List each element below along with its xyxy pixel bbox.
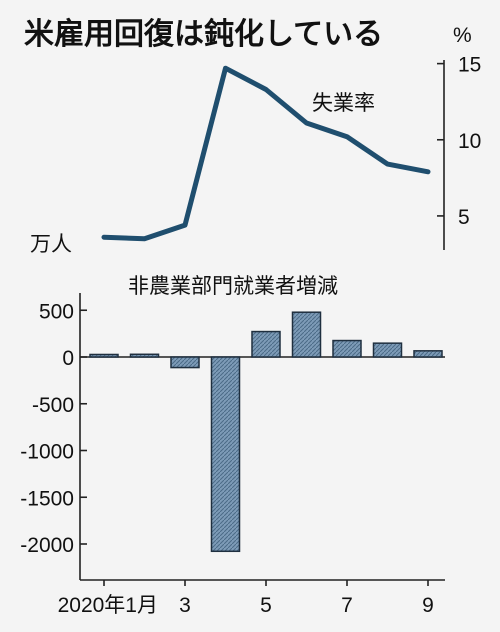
bar-month-7	[332, 339, 362, 358]
bar-month-1	[89, 353, 119, 358]
rate-series-label: 失業率	[312, 91, 375, 115]
bar-x-tick-label: 9	[422, 594, 434, 617]
rate-tick-label: 15	[458, 54, 481, 77]
unemployment-rate-chart: % 失業率 5 10 15	[101, 24, 481, 250]
bar-y-tick-label: -500	[32, 394, 74, 417]
bar-y-tick-label: 500	[39, 300, 74, 323]
bar-x-tick-label: 5	[260, 594, 272, 617]
bar-month-9	[413, 350, 443, 358]
bar-month-5	[251, 330, 281, 358]
bar-y-tick-label: -2000	[20, 534, 74, 557]
chart-title: 米雇用回復は鈍化している	[24, 17, 383, 52]
bar-month-3	[170, 356, 200, 369]
bar-y-tick-label: -1500	[20, 487, 74, 510]
nonfarm-payrolls-chart: 非農業部門就業者増減 500 0 -500 -1000 -1500 -2000 2020年…	[20, 274, 445, 617]
rate-unit-label: %	[453, 24, 472, 47]
bar-x-tick-label: 7	[341, 594, 353, 617]
rate-series-line	[101, 65, 431, 242]
bar-chart-title: 非農業部門就業者増減	[128, 274, 338, 298]
rate-tick-label: 10	[458, 130, 481, 153]
bar-y-tick-label: -1000	[20, 441, 74, 464]
bar-x-tick-label: 3	[179, 594, 191, 617]
bar-month-6	[291, 311, 322, 358]
bar-month-2	[129, 353, 160, 358]
bar-y-tick-label: 0	[62, 347, 74, 370]
rate-tick-label: 5	[458, 206, 470, 229]
employment-unit-label: 万人	[30, 232, 72, 256]
bar-month-4	[210, 356, 241, 553]
bar-x-tick-label: 2020年1月	[58, 594, 158, 617]
bar-month-8	[372, 342, 403, 358]
